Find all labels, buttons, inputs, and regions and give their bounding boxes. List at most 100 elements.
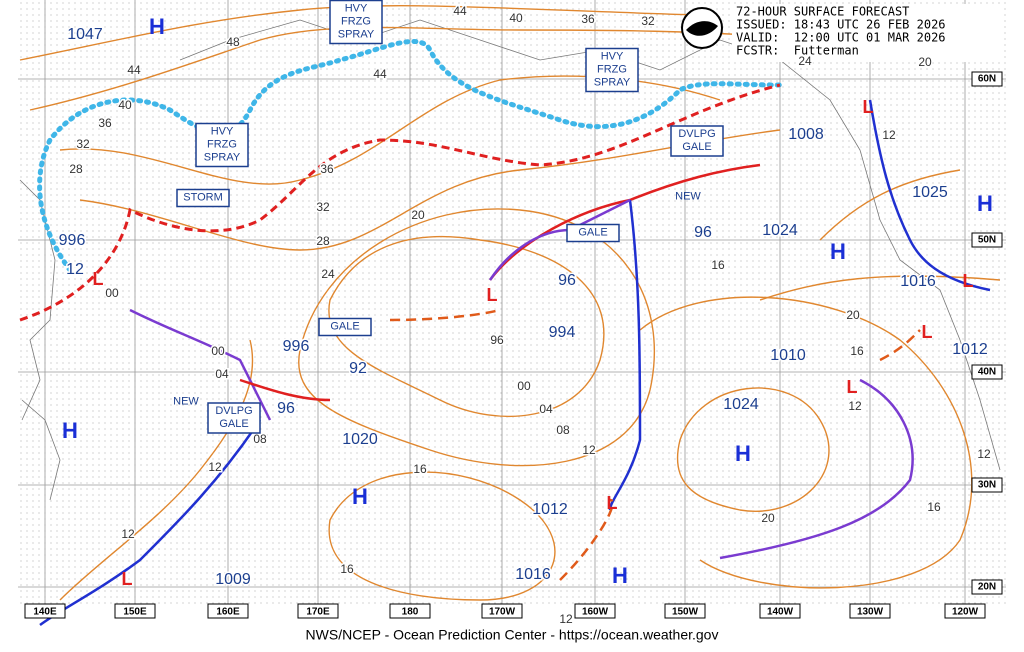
low-center: L — [922, 322, 933, 342]
header-box — [732, 4, 1000, 62]
pressure-value: 96 — [277, 400, 295, 417]
lon-label-box — [207, 603, 249, 619]
isobar-label: 00 — [105, 286, 119, 300]
warning-text: HVY — [601, 50, 624, 62]
isobar-label: 12 — [559, 612, 573, 626]
pressure-value: 1047 — [67, 26, 103, 43]
lon-label-box — [574, 603, 616, 619]
high-center: H — [735, 441, 751, 466]
lat-label-box — [971, 477, 1003, 493]
isobar-label: 32 — [316, 200, 330, 214]
pressure-value: 1016 — [900, 273, 936, 290]
isobar-label: 32 — [76, 137, 90, 151]
lat-label-box — [971, 364, 1003, 380]
warning-text: DVLPG — [678, 128, 715, 140]
lat-lon-grid — [18, 0, 1006, 604]
lon-label-box — [297, 603, 339, 619]
warning-box — [207, 402, 261, 434]
warning-text: SPRAY — [594, 76, 631, 88]
isobar-label: 44 — [373, 67, 387, 81]
header-line: FCSTR: Futterman — [736, 44, 859, 58]
warning-box — [585, 47, 639, 93]
isobar-label: 20 — [846, 308, 860, 322]
warning-text: FRZG — [341, 15, 371, 27]
low-center: L — [607, 493, 618, 513]
lon-label-box — [849, 603, 891, 619]
warning-box — [318, 317, 372, 337]
isobar-label: 36 — [98, 116, 112, 130]
noaa-logo — [681, 7, 723, 49]
lat-label-box — [971, 71, 1003, 87]
isobar-label: 12 — [582, 443, 596, 457]
pressure-value: 1008 — [788, 126, 824, 143]
header-line: ISSUED: 18:43 UTC 26 FEB 2026 — [736, 18, 946, 32]
warning-box — [329, 0, 383, 45]
lon-label-box — [664, 603, 706, 619]
isobar-label: 08 — [556, 423, 570, 437]
isobar-label: 48 — [226, 35, 240, 49]
isobar-label: 36 — [581, 12, 595, 26]
isobar-label: 96 — [490, 333, 504, 347]
isobar-label: 12 — [208, 460, 222, 474]
pressure-value: 994 — [549, 324, 576, 341]
isobar-label: 16 — [850, 344, 864, 358]
isobar-label: 28 — [316, 234, 330, 248]
high-center: H — [149, 14, 165, 39]
isobar-label: 44 — [127, 63, 141, 77]
lon-label: 140W — [767, 607, 794, 618]
lon-label-box — [944, 603, 986, 619]
isobar-label: 20 — [411, 208, 425, 222]
lon-label-box — [481, 603, 523, 619]
isobar-label: 32 — [641, 14, 655, 28]
lon-label: 130W — [857, 607, 884, 618]
isobar-label: 44 — [453, 4, 467, 18]
isobar-label: 24 — [321, 267, 335, 281]
isobar-label: 16 — [711, 258, 725, 272]
pressure-value: 1012 — [952, 341, 988, 358]
lon-label: 140E — [33, 607, 57, 618]
warning-text: DVLPG — [215, 405, 252, 417]
pressure-value: 96 — [558, 272, 576, 289]
pressure-value: 996 — [59, 232, 86, 249]
warning-text: NEW — [173, 395, 199, 407]
lon-label: 160W — [582, 607, 609, 618]
header-line: 72-HOUR SURFACE FORECAST — [736, 5, 909, 19]
warning-box — [195, 122, 249, 168]
isobar-label: 16 — [927, 500, 941, 514]
warning-text: FRZG — [207, 138, 237, 150]
low-center: L — [963, 271, 974, 291]
lat-label: 20N — [978, 582, 996, 593]
pressure-value: 92 — [349, 360, 367, 377]
map-background — [18, 0, 1006, 604]
isobar-label: 20 — [918, 55, 932, 69]
lon-label-box — [114, 603, 156, 619]
lon-label-box — [759, 603, 801, 619]
isobar-label: 12 — [882, 128, 896, 142]
pressure-value: 12 — [66, 261, 84, 278]
isobar-label: 20 — [761, 511, 775, 525]
lat-label: 60N — [978, 74, 996, 85]
pressure-value: 1012 — [532, 501, 568, 518]
lat-label-box — [971, 232, 1003, 248]
isobar-label: 12 — [121, 527, 135, 541]
fronts — [19, 83, 991, 627]
warning-text: SPRAY — [204, 151, 241, 163]
footer: NWS/NCEP - Ocean Prediction Center - htt… — [306, 627, 719, 643]
isobar-label: 28 — [69, 162, 83, 176]
high-center: H — [830, 239, 846, 264]
warning-text: GALE — [682, 141, 711, 153]
lon-label-box — [389, 603, 431, 619]
pressure-value: 1009 — [215, 571, 251, 588]
high-center: H — [352, 484, 368, 509]
lon-label: 180 — [402, 607, 419, 618]
low-center: L — [122, 569, 133, 589]
isobar-label: 36 — [320, 162, 334, 176]
header-line: VALID: 12:00 UTC 01 MAR 2026 — [736, 31, 946, 45]
pressure-value: 96 — [694, 224, 712, 241]
high-center: H — [62, 418, 78, 443]
lat-label: 40N — [978, 367, 996, 378]
isobar-label: 08 — [253, 432, 267, 446]
